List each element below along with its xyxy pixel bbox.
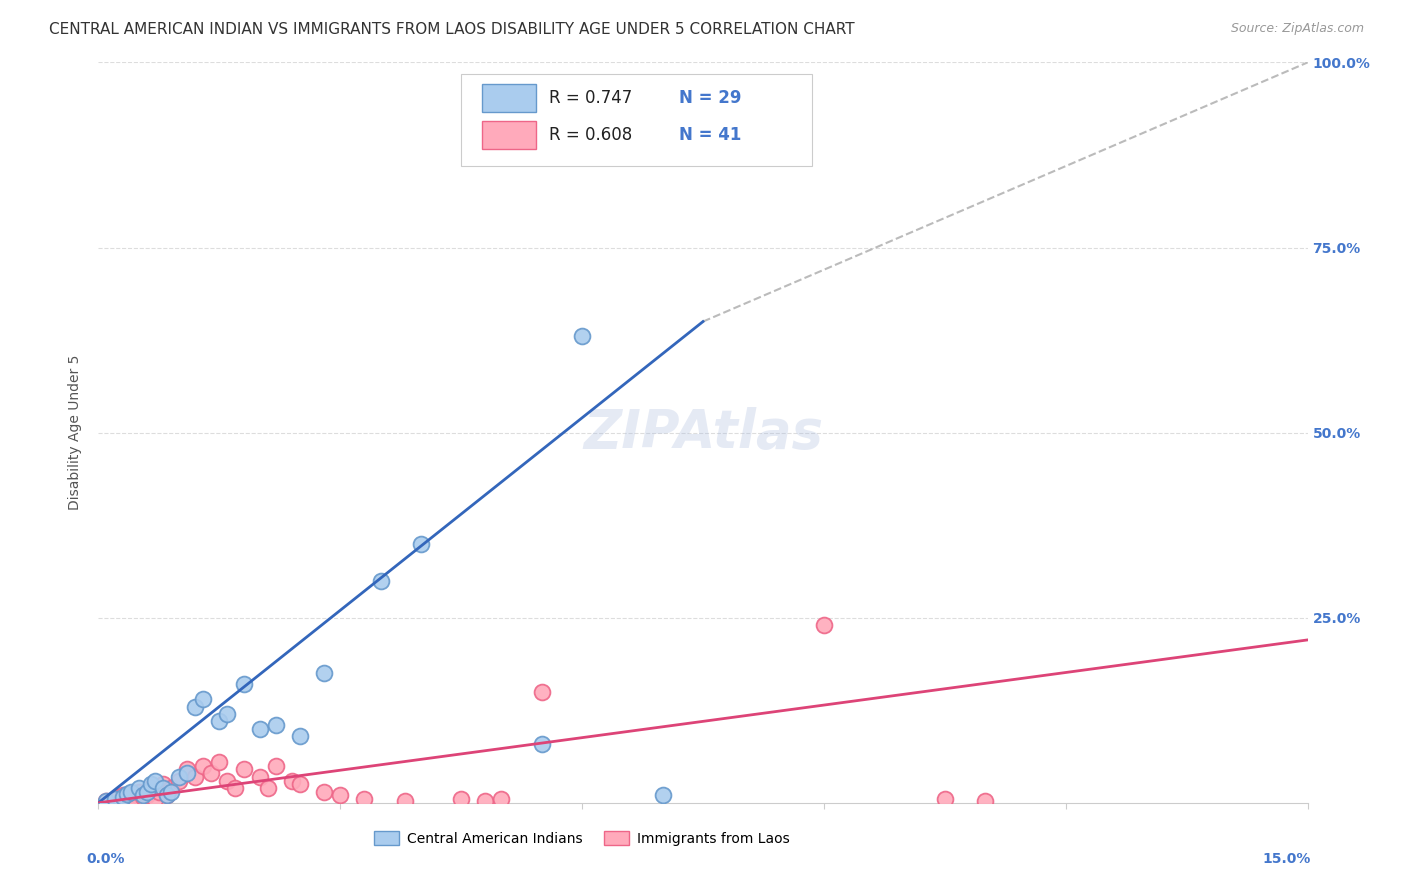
Point: [96, 794, 118, 808]
Point: [160, 785, 183, 799]
Point: [264, 758, 287, 772]
Point: [281, 773, 304, 788]
Point: [249, 770, 271, 784]
Point: [224, 780, 246, 795]
Point: [152, 780, 174, 795]
Point: [115, 787, 138, 801]
Point: [571, 329, 593, 343]
Point: [193, 758, 215, 772]
Text: N = 41: N = 41: [679, 126, 741, 144]
Point: [530, 685, 553, 699]
Point: [139, 777, 162, 791]
Point: [394, 794, 416, 808]
Point: [124, 792, 146, 806]
Point: [167, 773, 190, 788]
Point: [329, 789, 352, 803]
Point: [143, 773, 166, 788]
Point: [491, 792, 513, 806]
Point: [120, 787, 142, 801]
FancyBboxPatch shape: [482, 121, 536, 149]
Point: [249, 722, 271, 736]
Point: [314, 666, 336, 681]
FancyBboxPatch shape: [482, 84, 536, 112]
Point: [450, 792, 472, 806]
Text: R = 0.608: R = 0.608: [550, 126, 633, 144]
Point: [184, 699, 207, 714]
Point: [530, 737, 553, 751]
Point: [370, 574, 392, 588]
Point: [314, 785, 336, 799]
Point: [156, 789, 179, 803]
Legend: Central American Indians, Immigrants from Laos: Central American Indians, Immigrants fro…: [368, 826, 796, 851]
Point: [107, 789, 129, 804]
Point: [103, 792, 125, 806]
Point: [208, 755, 231, 769]
Point: [288, 729, 311, 743]
Point: [813, 618, 835, 632]
FancyBboxPatch shape: [461, 73, 811, 166]
Point: [208, 714, 231, 729]
Text: CENTRAL AMERICAN INDIAN VS IMMIGRANTS FROM LAOS DISABILITY AGE UNDER 5 CORRELATI: CENTRAL AMERICAN INDIAN VS IMMIGRANTS FR…: [49, 22, 855, 37]
Point: [217, 773, 239, 788]
Point: [200, 766, 222, 780]
Point: [474, 794, 496, 808]
Point: [128, 785, 150, 799]
Point: [103, 792, 125, 806]
Point: [193, 692, 215, 706]
Point: [232, 763, 254, 777]
Point: [232, 677, 254, 691]
Point: [264, 718, 287, 732]
Point: [120, 785, 142, 799]
Point: [132, 789, 155, 803]
Point: [132, 789, 155, 804]
Point: [135, 785, 157, 799]
Point: [184, 770, 207, 784]
Point: [139, 780, 162, 795]
Point: [353, 792, 375, 806]
Point: [160, 780, 183, 795]
Text: ZIPAtlas: ZIPAtlas: [583, 407, 823, 458]
Point: [217, 706, 239, 721]
Point: [115, 794, 138, 808]
Point: [135, 789, 157, 803]
Text: R = 0.747: R = 0.747: [550, 89, 633, 107]
Point: [148, 785, 170, 799]
Point: [128, 780, 150, 795]
Y-axis label: Disability Age Under 5: Disability Age Under 5: [69, 355, 83, 510]
Point: [111, 789, 134, 803]
Point: [934, 792, 956, 806]
Point: [409, 536, 432, 550]
Point: [156, 789, 179, 803]
Point: [176, 766, 198, 780]
Point: [96, 794, 118, 808]
Point: [176, 763, 198, 777]
Point: [974, 794, 997, 808]
Text: N = 29: N = 29: [679, 89, 741, 107]
Text: Source: ZipAtlas.com: Source: ZipAtlas.com: [1230, 22, 1364, 36]
Point: [256, 780, 278, 795]
Point: [152, 777, 174, 791]
Point: [288, 777, 311, 791]
Text: 0.0%: 0.0%: [86, 852, 125, 866]
Text: 15.0%: 15.0%: [1263, 852, 1310, 866]
Point: [111, 789, 134, 804]
Point: [651, 789, 673, 803]
Point: [143, 792, 166, 806]
Point: [167, 770, 190, 784]
